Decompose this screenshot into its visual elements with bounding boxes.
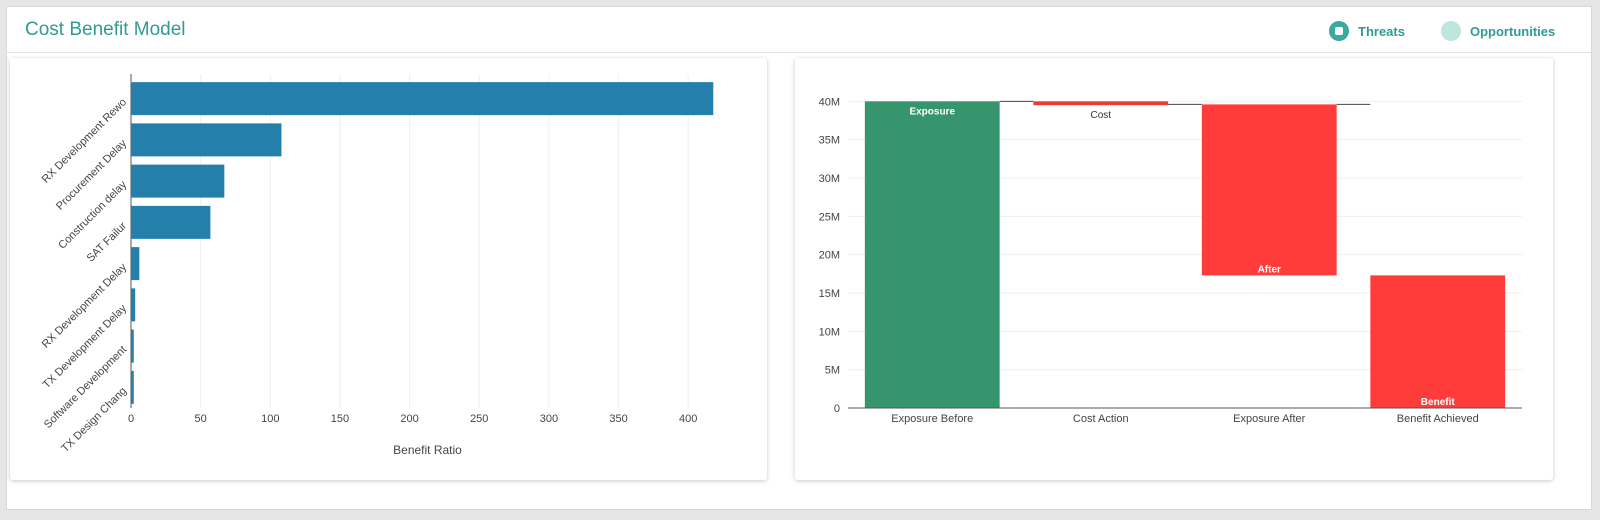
bar-label: Cost bbox=[1090, 110, 1111, 121]
x-tick-label: Benefit Achieved bbox=[1397, 413, 1479, 425]
bar-6 bbox=[131, 329, 134, 363]
y-tick-label: 30M bbox=[819, 173, 840, 185]
bar-5 bbox=[131, 288, 136, 322]
x-tick-label: Exposure Before bbox=[891, 413, 973, 425]
panel-header: Cost Benefit Model Threats Opportunities bbox=[7, 7, 1591, 53]
bar-0 bbox=[131, 82, 714, 116]
y-tick-label: 25M bbox=[819, 211, 840, 223]
y-tick-label: 10M bbox=[819, 326, 840, 338]
x-tick-label: 100 bbox=[261, 413, 279, 425]
waterfall-bar-3 bbox=[1370, 275, 1506, 408]
x-tick-label: 300 bbox=[540, 413, 558, 425]
x-tick-label: 400 bbox=[679, 413, 697, 425]
waterfall-bar-2 bbox=[1201, 104, 1337, 276]
threats-toggle[interactable]: Threats bbox=[1329, 21, 1405, 41]
y-tick-label: Procurement Delay bbox=[54, 137, 129, 212]
y-tick-label: 35M bbox=[819, 135, 840, 147]
waterfall-bar-0 bbox=[864, 101, 1000, 409]
x-tick-label: 350 bbox=[609, 413, 627, 425]
bar-2 bbox=[131, 164, 225, 198]
x-tick-label: Exposure After bbox=[1233, 413, 1305, 425]
y-tick-label: 40M bbox=[819, 96, 840, 108]
x-tick-label: 150 bbox=[331, 413, 349, 425]
y-tick-label: RX Development Rewo bbox=[40, 96, 129, 185]
y-tick-label: TX Development Delay bbox=[41, 302, 130, 391]
radio-selected-icon bbox=[1329, 21, 1349, 41]
radio-unselected-icon bbox=[1441, 21, 1461, 41]
page-title: Cost Benefit Model bbox=[25, 19, 186, 40]
x-tick-label: 200 bbox=[400, 413, 418, 425]
waterfall-chart: 0 5M 10M 15M 20M 25M 30M 35M 40M Exposure Exposure… bbox=[819, 96, 1522, 425]
threats-label: Threats bbox=[1358, 23, 1405, 39]
bar-label: Exposure bbox=[909, 106, 955, 117]
bar-7 bbox=[131, 370, 134, 404]
x-tick-label: 0 bbox=[128, 413, 134, 425]
bar-label: Benefit bbox=[1421, 397, 1456, 408]
benefit-ratio-chart-card: 0 50 100 150 200 250 300 350 400 RX Development R… bbox=[10, 58, 767, 480]
y-tick-label: 5M bbox=[825, 365, 840, 377]
bar-3 bbox=[131, 205, 211, 239]
y-tick-label: SAT Failur bbox=[85, 220, 130, 265]
waterfall-bar-1 bbox=[1033, 101, 1169, 106]
y-tick-label: 20M bbox=[819, 250, 840, 262]
y-tick-label: Construction delay bbox=[56, 178, 129, 251]
x-axis-title: Benefit Ratio bbox=[393, 443, 462, 457]
y-tick-label: Software Development bbox=[42, 344, 129, 431]
bar-1 bbox=[131, 123, 282, 157]
opportunities-label: Opportunities bbox=[1470, 23, 1556, 39]
waterfall-chart-card: 0 5M 10M 15M 20M 25M 30M 35M 40M Exposure Exposure… bbox=[795, 58, 1553, 480]
bar-label: After bbox=[1258, 264, 1281, 275]
y-tick-label: 15M bbox=[819, 288, 840, 300]
x-tick-label: Cost Action bbox=[1073, 413, 1129, 425]
y-tick-label: 0 bbox=[834, 403, 840, 415]
benefit-ratio-chart: 0 50 100 150 200 250 300 350 400 RX Development R… bbox=[40, 74, 714, 457]
x-tick-label: 250 bbox=[470, 413, 488, 425]
bar-4 bbox=[131, 247, 140, 281]
opportunities-toggle[interactable]: Opportunities bbox=[1441, 21, 1555, 41]
x-tick-label: 50 bbox=[195, 413, 207, 425]
